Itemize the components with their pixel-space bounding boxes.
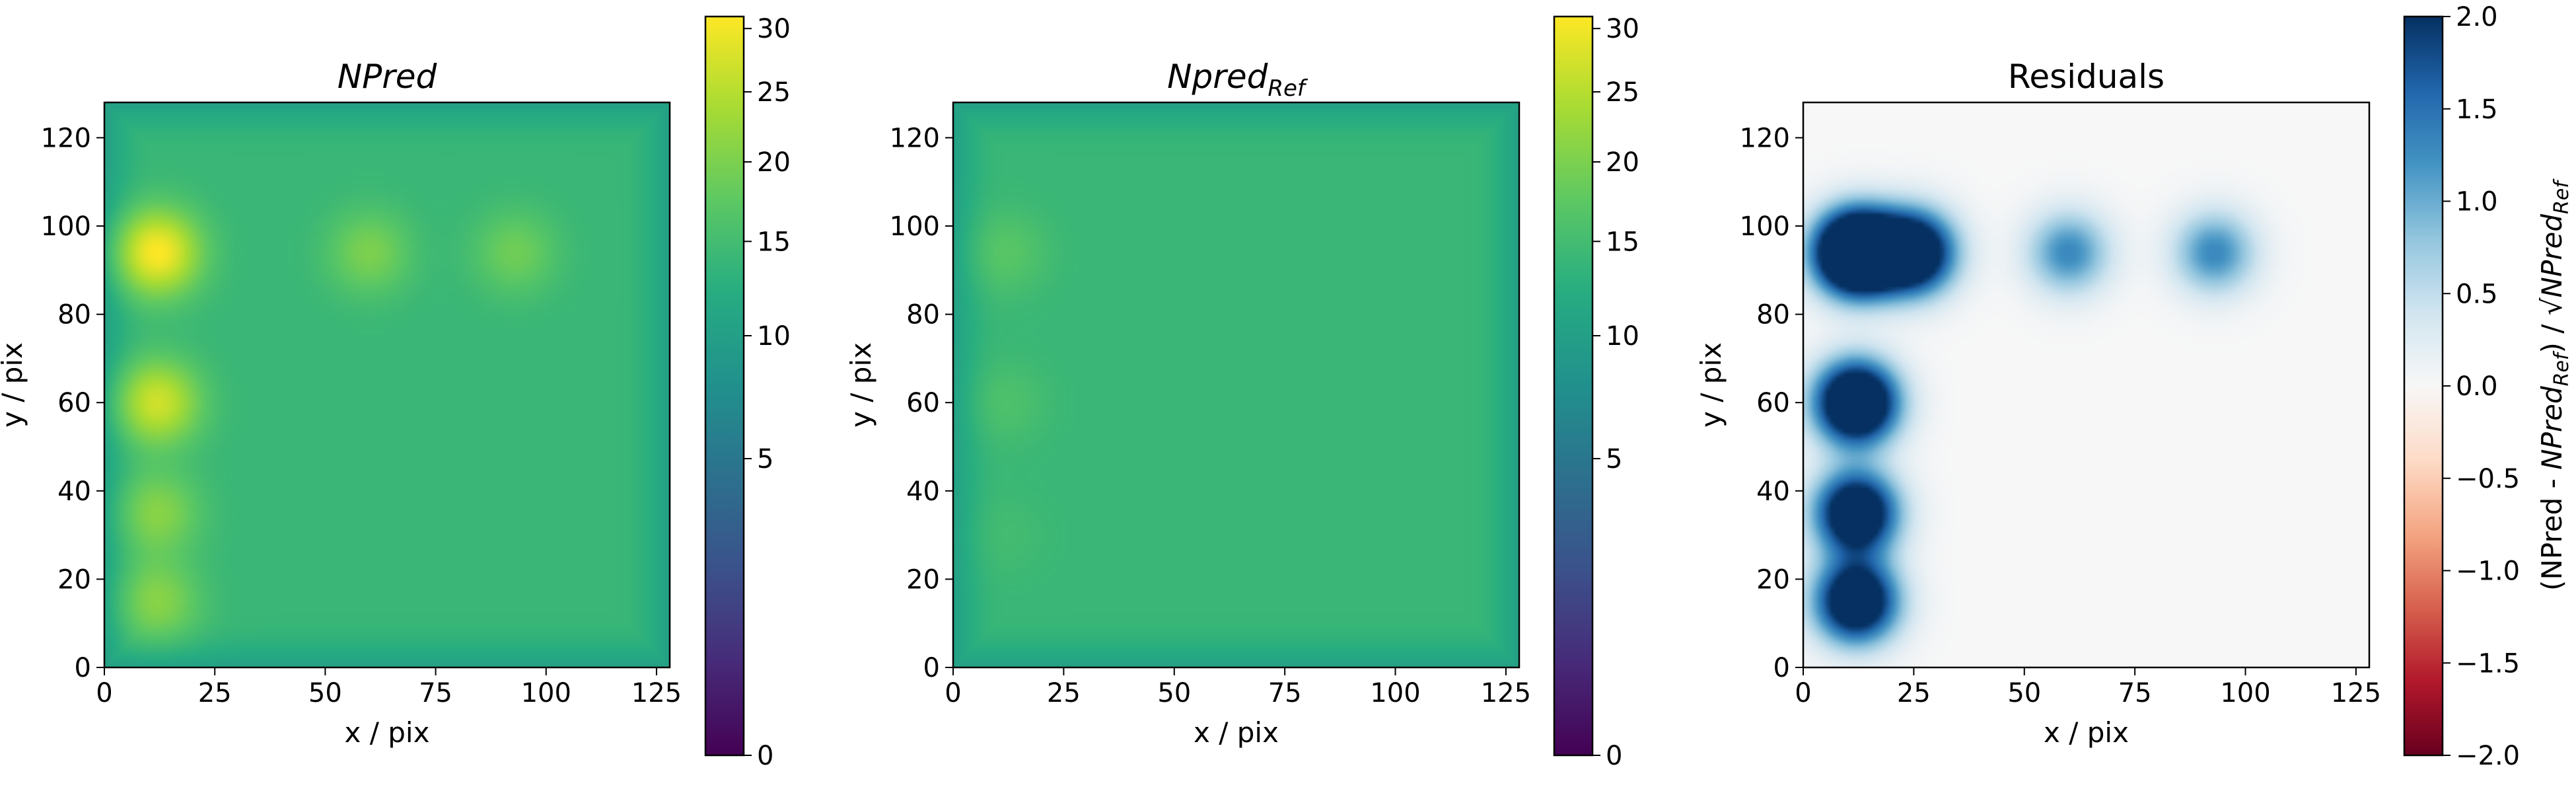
heatmap-image <box>953 102 1519 667</box>
colorbar: −2.0 −1.5 −1.0 −0.5 0.0 0.5 1.0 1.5 2.0 (NPred - … <box>2403 2 2573 771</box>
colorbar-tick-label: 1.0 <box>2456 187 2498 217</box>
y-tick-label: 60 <box>906 388 940 418</box>
colorbar-tick-label: 5 <box>757 444 773 474</box>
chart-title: NPred <box>338 57 437 96</box>
x-tick-label: 0 <box>96 678 112 708</box>
colorbar-label: (NPred - NPredRef) / √NPredRef <box>2536 178 2573 591</box>
chart-title: NpredRef <box>1167 57 1308 102</box>
x-axis-label: x / pix <box>2044 716 2129 749</box>
plot-frame <box>103 101 671 669</box>
y-tick-label: 0 <box>923 653 940 683</box>
y-axis-label: y / pix <box>1695 342 1727 428</box>
heatmap-image <box>1803 102 2369 667</box>
plot-frame <box>952 101 1521 669</box>
x-tick-label: 125 <box>1481 678 1531 708</box>
colorbar-tick-label: 10 <box>1606 321 1639 352</box>
colorbar-tick-label: 25 <box>757 77 791 108</box>
y-tick-label: 20 <box>57 564 91 595</box>
colorbar-tick-label: 25 <box>1606 77 1639 108</box>
y-tick-label: 80 <box>906 300 940 330</box>
x-tick-label: 75 <box>2118 678 2152 708</box>
colorbar: 0 5 10 15 20 25 30 <box>704 14 791 771</box>
y-tick-label: 100 <box>1740 211 1790 242</box>
colorbar-tick-label: 20 <box>757 147 791 178</box>
x-axis-label: x / pix <box>1194 716 1279 749</box>
x-tick-label: 100 <box>2220 678 2270 708</box>
plot-frame <box>1802 101 2371 669</box>
x-tick-label: 125 <box>2331 678 2381 708</box>
x-tick-label: 75 <box>1268 678 1302 708</box>
x-tick-label: 50 <box>2007 678 2041 708</box>
y-tick-label: 120 <box>41 123 91 153</box>
y-tick-label: 0 <box>1773 653 1790 683</box>
y-tick-label: 100 <box>890 211 940 242</box>
colorbar-tick-label: 30 <box>757 14 791 44</box>
y-tick-label: 40 <box>57 476 91 507</box>
colorbar-tick-label: −1.0 <box>2456 556 2520 587</box>
y-axis-label: y / pix <box>0 342 28 428</box>
colorbar-frame <box>704 15 745 757</box>
y-tick-label: 100 <box>41 211 91 242</box>
x-tick-label: 25 <box>198 678 232 708</box>
colorbar-tick-label: 15 <box>757 227 791 257</box>
y-tick-label: 120 <box>1740 123 1790 153</box>
chart-title: Residuals <box>2008 57 2165 96</box>
y-tick-label: 20 <box>1756 564 1790 595</box>
colorbar-tick-label: −0.5 <box>2456 464 2520 494</box>
colorbar-gradient <box>2404 17 2443 755</box>
colorbar-tick-label: −1.5 <box>2456 648 2520 679</box>
x-tick-label: 125 <box>631 678 682 708</box>
x-tick-label: 50 <box>308 678 342 708</box>
colorbar-tick-label: 5 <box>1606 444 1622 474</box>
y-tick-label: 40 <box>906 476 940 507</box>
y-tick-label: 80 <box>57 300 91 330</box>
colorbar-tick-label: −2.0 <box>2456 741 2520 771</box>
x-tick-label: 25 <box>1897 678 1931 708</box>
x-tick-label: 50 <box>1157 678 1191 708</box>
y-tick-label: 80 <box>1756 300 1790 330</box>
y-tick-label: 40 <box>1756 476 1790 507</box>
colorbar-tick-label: 30 <box>1606 14 1639 44</box>
x-tick-label: 100 <box>1370 678 1420 708</box>
y-tick-label: 0 <box>75 653 91 683</box>
colorbar-gradient <box>1554 17 1592 755</box>
x-tick-label: 0 <box>1795 678 1811 708</box>
panel-3: 0 25 50 75 100 125 0 20 40 60 80 100 120 x / pix y / p… <box>1695 2 2573 771</box>
y-tick-label: 20 <box>906 564 940 595</box>
y-tick-label: 120 <box>890 123 940 153</box>
x-tick-label: 0 <box>945 678 961 708</box>
heatmap-image <box>104 102 670 667</box>
colorbar-frame <box>1553 15 1594 757</box>
colorbar-tick-label: 1.5 <box>2456 94 2498 125</box>
x-tick-label: 75 <box>419 678 452 708</box>
x-axis-label: x / pix <box>345 716 430 749</box>
colorbar-tick-label: 20 <box>1606 147 1639 178</box>
colorbar-tick-label: 0 <box>1606 741 1622 771</box>
y-axis-label: y / pix <box>845 342 877 428</box>
colorbar-tick-label: 0 <box>757 741 773 771</box>
colorbar-tick-label: 2.0 <box>2456 2 2498 32</box>
colorbar-tick-label: 0.0 <box>2456 371 2498 402</box>
x-tick-label: 100 <box>521 678 571 708</box>
colorbar-tick-label: 0.5 <box>2456 279 2498 309</box>
y-tick-label: 60 <box>1756 388 1790 418</box>
colorbar-gradient <box>705 17 744 755</box>
x-tick-label: 25 <box>1047 678 1081 708</box>
colorbar-tick-label: 15 <box>1606 227 1639 257</box>
colorbar-tick-label: 10 <box>757 321 791 352</box>
y-tick-label: 60 <box>57 388 91 418</box>
colorbar: 0 5 10 15 20 25 30 <box>1553 14 1639 771</box>
